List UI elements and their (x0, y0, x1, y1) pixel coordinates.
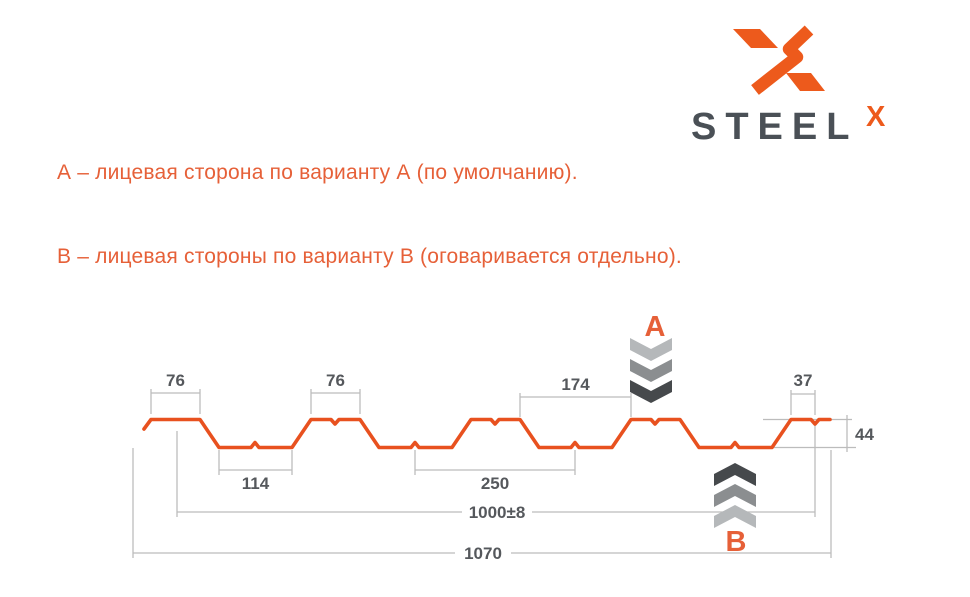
dim-label-height: 44 (855, 425, 874, 444)
dim-label-crest-left: 76 (166, 371, 185, 390)
logo-x-se-arm (786, 73, 825, 91)
dim-pitch-lines (414, 450, 576, 475)
note-variant-b: В – лицевая стороны по варианту В (огова… (57, 245, 682, 268)
marker-b-label: В (726, 526, 747, 558)
logo-superscript-x: X (866, 101, 886, 133)
profile-outline (142, 417, 832, 450)
logo-x-nw-arm (733, 29, 778, 48)
chevron-down-dark (630, 380, 672, 403)
side-b-chevrons-icon (714, 463, 756, 528)
logo-x-s-link (751, 25, 814, 95)
note-variant-a: А – лицевая сторона по варианту А (по ум… (57, 161, 578, 184)
marker-a-label: А (645, 311, 666, 343)
chevron-up-light (714, 505, 756, 528)
dim-valley-lines (218, 450, 293, 475)
dim-label-overall-width: 1070 (464, 544, 502, 563)
dim-edge-lines (790, 390, 816, 415)
dim-working-width-lines (176, 425, 816, 517)
dim-label-valley: 114 (242, 474, 270, 493)
dim-label-edge: 37 (794, 371, 813, 390)
chevron-down-light (630, 338, 672, 361)
dim-crest-left-lines (150, 389, 201, 414)
dim-label-pitch: 250 (481, 474, 509, 493)
steelx-x-icon (733, 25, 825, 95)
chevron-up-dark (714, 463, 756, 486)
chevron-down-medium (630, 359, 672, 382)
dim-label-crest-mid: 76 (326, 371, 345, 390)
logo: STEEL X (688, 15, 928, 150)
side-a-chevrons-icon (630, 338, 672, 403)
dim-overall-width-lines (132, 448, 832, 558)
dim-opening-lines (519, 393, 632, 417)
dim-label-opening: 174 (561, 375, 590, 394)
logo-wordmark: STEEL (691, 106, 859, 148)
chevron-up-medium (714, 484, 756, 507)
dimension-lines (132, 389, 856, 558)
dim-label-working-width: 1000±8 (469, 503, 526, 522)
dim-crest-mid-lines (310, 389, 361, 414)
